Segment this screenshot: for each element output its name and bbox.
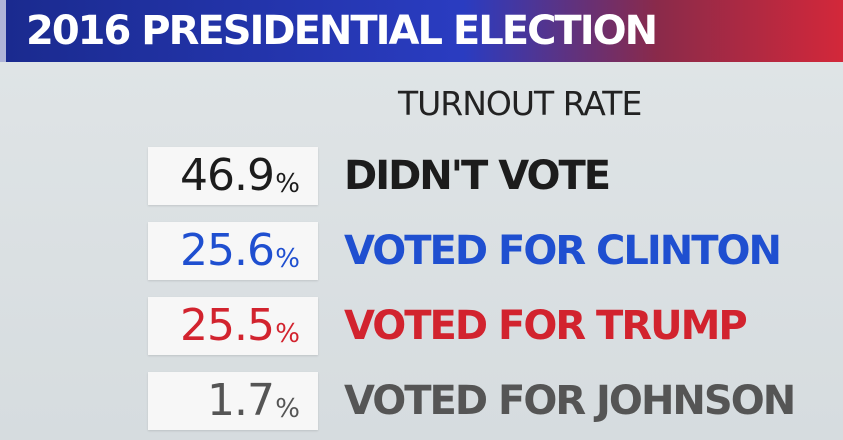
percent-sign: % xyxy=(275,244,300,274)
row-label: VOTED FOR CLINTON xyxy=(344,228,782,274)
percentage-box: 1.7 % xyxy=(148,372,318,430)
row-johnson: 1.7 % VOTED FOR JOHNSON xyxy=(0,372,843,434)
row-label: VOTED FOR TRUMP xyxy=(344,303,748,349)
title-banner: 2016 PRESIDENTIAL ELECTION xyxy=(0,0,843,62)
percent-sign: % xyxy=(275,319,300,349)
row-trump: 25.5 % VOTED FOR TRUMP xyxy=(0,297,843,359)
percentage-box: 25.6 % xyxy=(148,222,318,280)
percentage-value: 46.9 xyxy=(180,150,275,201)
turnout-panel xyxy=(0,62,843,440)
banner-edge xyxy=(0,0,6,62)
row-clinton: 25.6 % VOTED FOR CLINTON xyxy=(0,222,843,284)
percentage-value: 25.6 xyxy=(180,225,275,276)
row-label: VOTED FOR JOHNSON xyxy=(344,378,796,424)
percentage-box: 46.9 % xyxy=(148,147,318,205)
percent-sign: % xyxy=(275,394,300,424)
turnout-rate-heading: TURNOUT RATE xyxy=(398,84,642,123)
row-label: DIDN'T VOTE xyxy=(344,153,611,199)
percent-sign: % xyxy=(275,169,300,199)
percentage-value: 25.5 xyxy=(180,300,275,351)
row-didnt-vote: 46.9 % DIDN'T VOTE xyxy=(0,147,843,209)
percentage-box: 25.5 % xyxy=(148,297,318,355)
percentage-value: 1.7 xyxy=(207,375,275,426)
banner-title: 2016 PRESIDENTIAL ELECTION xyxy=(26,8,658,54)
